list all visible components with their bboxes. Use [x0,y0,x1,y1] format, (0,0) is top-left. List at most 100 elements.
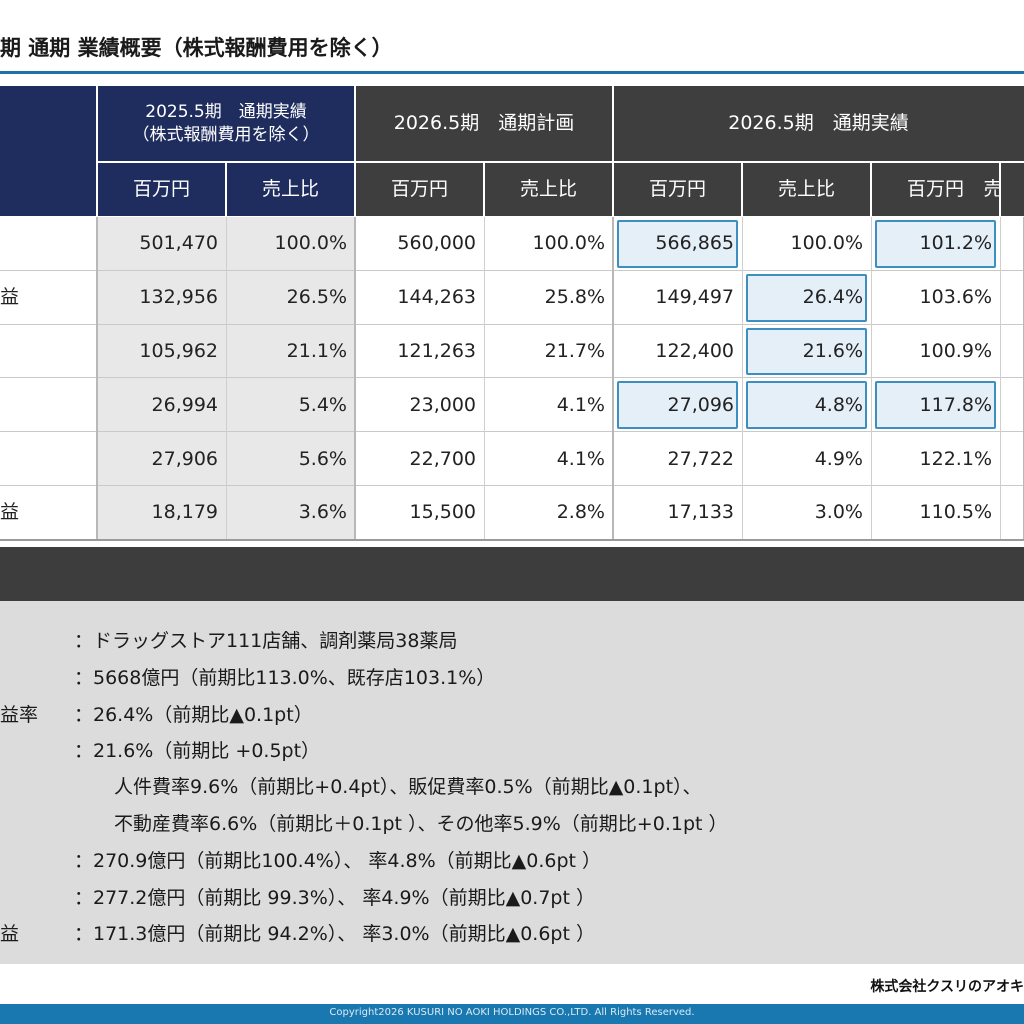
highlight-box [746,381,867,430]
table-cell: 560,000 [397,232,476,255]
table-cell: 23,000 [409,393,476,416]
row-label [0,378,96,432]
results-table: 2025.5期 通期実績 （株式報酬費用を除く） 2026.5期 通期計画 2026… [0,86,1024,541]
row-divider [0,485,1024,486]
table-cell: 27,906 [151,447,218,470]
sub-header-0: 百万円 [98,163,225,216]
table-cell: 3.0% [814,501,863,524]
note-text: ：ドラッグストア111店舗、調剤薬局38薬局 [74,630,458,652]
table-cell: 3.6% [298,501,347,524]
sub-header-2: 百万円 [356,163,483,216]
highlight-box [617,220,738,268]
table-cell: 27,722 [667,447,734,470]
table-cell: 18,179 [151,501,218,524]
table-cell: 103.6% [919,286,992,309]
table-cell: 27,096 [667,393,734,416]
note-text: ：171.3億円（前期比 94.2%）、 率3.0%（前期比▲0.6pt ） [74,923,595,945]
row-label [0,432,96,486]
note-label: 益率 [0,704,39,726]
table-cell: 25.8% [544,286,605,309]
column-divider [96,217,98,540]
table-cell: 100.9% [919,339,992,362]
table-cell: 117.8% [919,393,992,416]
table-cell: 4.1% [556,393,605,416]
company-logo: 株式会社クスリのアオキ [870,979,1024,995]
highlight-box [746,273,867,322]
column-divider [612,217,614,540]
column-divider [226,217,227,540]
sub-header-4: 百万円 [614,163,741,216]
table-bottom-rule [0,538,1024,541]
sub-header-stub [1001,163,1024,216]
page-title: 期 通期 業績概要（株式報酬費用を除く） [0,36,393,60]
row-label: 益 [0,286,20,309]
sub-header-3: 売上比 [485,163,612,216]
highlight-box [746,327,867,376]
sub-header-1: 売上比 [227,163,354,216]
row-divider [0,323,1024,325]
note-text: ：277.2億円（前期比 99.3%）、 率4.9%（前期比▲0.7pt ） [74,887,595,909]
table-cell: 144,263 [397,286,476,309]
table-cell: 21.6% [802,339,863,362]
sub-header-5: 売上比 [743,163,870,216]
table-cell: 2.8% [556,501,605,524]
footer-bar: Copyright2026 KUSURI NO AOKI HOLDINGS CO… [0,1004,1024,1024]
column-divider [354,217,356,540]
table-cell: 4.8% [814,393,863,416]
table-cell: 26,994 [151,393,218,416]
table-cell: 566,865 [655,232,734,255]
column-divider [871,217,872,540]
table-cell: 22,700 [409,447,476,470]
notes-panel: ：ドラッグストア111店舗、調剤薬局38薬局 ：5668億円（前期比113.0%、… [0,601,1024,964]
highlight-box [875,220,996,268]
copyright-text: Copyright2026 KUSURI NO AOKI HOLDINGS CO… [329,1007,695,1018]
row-divider [0,269,1024,271]
group-header-0: 2025.5期 通期実績 （株式報酬費用を除く） [98,86,354,161]
highlight-box [875,381,996,430]
note-text: 不動産費率6.6%（前期比＋0.1pt ）、その他率5.9%（前期比+0.1pt… [114,813,728,835]
column-divider [484,217,485,540]
column-divider [742,217,743,540]
header-label-column [0,86,96,216]
note-label: 益 [0,923,20,945]
section-band [0,547,1024,601]
note-text: ：26.4%（前期比▲0.1pt） [74,704,313,726]
note-text: ：21.6%（前期比 +0.5pt） [74,740,321,762]
table-cell: 4.1% [556,447,605,470]
table-cell: 4.9% [814,447,863,470]
table-cell: 26.4% [802,286,863,309]
table-cell: 132,956 [139,286,218,309]
table-cell: 101.2% [919,232,992,255]
table-cell: 100.0% [274,232,347,255]
table-cell: 121,263 [397,339,476,362]
table-cell: 100.0% [790,232,863,255]
row-label: 益 [0,501,20,524]
title-rule [0,71,1024,74]
header-stub [1001,86,1024,161]
table-cell: 15,500 [409,501,476,524]
table-cell: 21.1% [286,339,347,362]
column-divider [1000,217,1001,540]
table-cell: 26.5% [286,286,347,309]
table-cell: 122.1% [919,447,992,470]
row-divider [0,377,1024,379]
table-cell: 5.4% [298,393,347,416]
highlight-box [617,381,738,430]
sub-header-6: 百万円 [872,163,999,216]
row-divider [0,431,1024,433]
table-cell: 5.6% [298,447,347,470]
table-cell: 17,133 [667,501,734,524]
table-cell: 110.5% [919,501,992,524]
group-header-2: 2026.5期 通期実績 [614,86,1023,161]
table-cell: 122,400 [655,339,734,362]
table-cell: 100.0% [532,232,605,255]
note-text: ：5668億円（前期比113.0%、既存店103.1%） [74,667,496,689]
row-label [0,217,96,271]
table-cell: 149,497 [655,286,734,309]
row-label [0,325,96,379]
group-header-1: 2026.5期 通期計画 [356,86,612,161]
table-cell: 21.7% [544,339,605,362]
note-text: ：270.9億円（前期比100.4%）、 率4.8%（前期比▲0.6pt ） [74,850,602,872]
table-cell: 501,470 [139,232,218,255]
note-text: 人件費率9.6%（前期比+0.4pt）、販促費率0.5%（前期比▲0.1pt）、 [114,776,702,798]
